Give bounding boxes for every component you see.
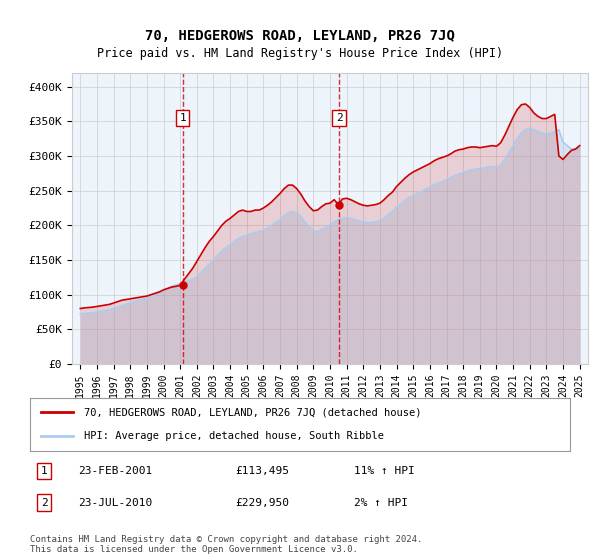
Text: Contains HM Land Registry data © Crown copyright and database right 2024.
This d: Contains HM Land Registry data © Crown c…	[30, 535, 422, 554]
Text: 1: 1	[41, 466, 47, 476]
Text: 11% ↑ HPI: 11% ↑ HPI	[354, 466, 415, 476]
Text: HPI: Average price, detached house, South Ribble: HPI: Average price, detached house, Sout…	[84, 431, 384, 441]
Text: 2: 2	[336, 113, 343, 123]
Text: 70, HEDGEROWS ROAD, LEYLAND, PR26 7JQ (detached house): 70, HEDGEROWS ROAD, LEYLAND, PR26 7JQ (d…	[84, 408, 421, 418]
Text: 23-FEB-2001: 23-FEB-2001	[79, 466, 153, 476]
Text: £229,950: £229,950	[235, 498, 289, 507]
Text: £113,495: £113,495	[235, 466, 289, 476]
Text: 1: 1	[179, 113, 186, 123]
Text: 70, HEDGEROWS ROAD, LEYLAND, PR26 7JQ: 70, HEDGEROWS ROAD, LEYLAND, PR26 7JQ	[145, 29, 455, 44]
Text: 23-JUL-2010: 23-JUL-2010	[79, 498, 153, 507]
Text: Price paid vs. HM Land Registry's House Price Index (HPI): Price paid vs. HM Land Registry's House …	[97, 46, 503, 60]
Text: 2: 2	[41, 498, 47, 507]
Text: 2% ↑ HPI: 2% ↑ HPI	[354, 498, 408, 507]
